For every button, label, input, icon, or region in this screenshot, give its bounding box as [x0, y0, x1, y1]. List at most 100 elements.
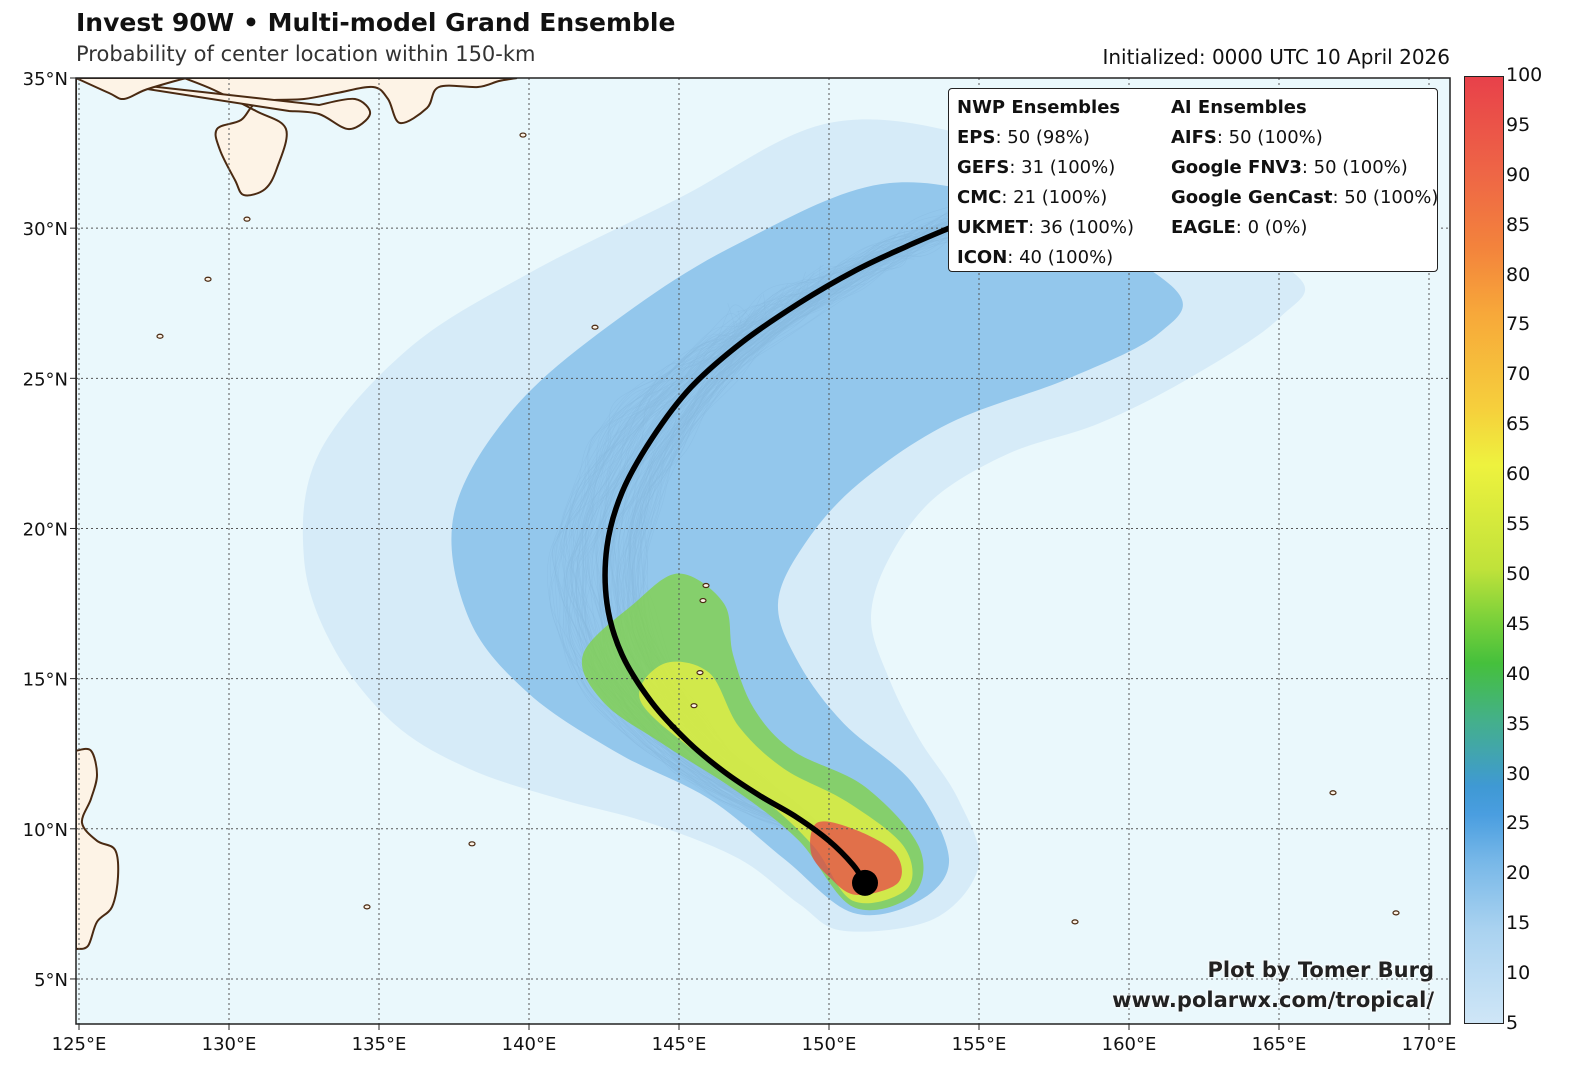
colorbar-tick-label: 35	[1506, 712, 1531, 735]
lon-tick-label: 150°E	[802, 1034, 857, 1055]
ensemble-mean-track	[602, 225, 952, 886]
probability-band-90	[810, 821, 902, 896]
colorbar-tick-label: 50	[1506, 562, 1531, 585]
small-islands	[55, 132, 1400, 925]
model-name: Google GenCast	[1171, 187, 1333, 208]
lon-tick-label: 160°E	[1102, 1034, 1157, 1055]
model-name: AIFS	[1171, 127, 1217, 148]
lat-tick-label: 10°N	[23, 820, 68, 841]
colorbar-tick-label: 70	[1506, 363, 1531, 386]
model-name: GEFS	[957, 157, 1010, 178]
lon-tick-label: 140°E	[502, 1034, 557, 1055]
lat-tick-label: 25°N	[23, 369, 68, 390]
island	[702, 582, 710, 589]
model-count: : 31 (100%)	[1009, 157, 1116, 178]
legend-row-gefs: GEFS: 31 (100%)	[957, 153, 1134, 183]
probability-shading	[302, 119, 1306, 932]
colorbar-tick-label: 75	[1506, 313, 1531, 336]
island	[1071, 919, 1079, 925]
model-count: : 50 (100%)	[1301, 157, 1408, 178]
island	[1329, 790, 1337, 796]
lat-tick-label: 30°N	[23, 219, 68, 240]
colorbar-tick-label: 65	[1506, 413, 1531, 436]
lat-tick-label: 35°N	[23, 69, 68, 90]
lat-tick-label: 5°N	[34, 970, 68, 991]
ai-ensembles-column: AI Ensembles AIFS: 50 (100%) Google FNV3…	[1171, 93, 1438, 243]
colorbar-tick-label: 100	[1506, 64, 1543, 86]
model-name: EAGLE	[1171, 217, 1236, 238]
island	[696, 670, 704, 676]
colorbar-tick-label: 55	[1506, 513, 1531, 536]
island	[363, 904, 371, 910]
legend-row-eps: EPS: 50 (98%)	[957, 123, 1134, 153]
colorbar	[1464, 76, 1504, 1024]
colorbar-tick-label: 10	[1506, 962, 1531, 985]
colorbar-tick-label: 85	[1506, 213, 1531, 236]
model-name: EPS	[957, 127, 996, 148]
island	[243, 216, 251, 222]
colorbar-tick-label: 25	[1506, 812, 1531, 835]
colorbar-tick-label: 30	[1506, 762, 1531, 785]
colorbar-tick-label: 95	[1506, 113, 1531, 136]
lon-tick-label: 170°E	[1402, 1034, 1457, 1055]
model-count: : 50 (98%)	[995, 127, 1090, 148]
island	[156, 333, 164, 339]
initial-position-marker	[852, 869, 878, 896]
island	[699, 597, 707, 604]
legend-row-icon: ICON: 40 (100%)	[957, 243, 1134, 273]
colorbar-tick-label: 90	[1506, 163, 1531, 186]
lon-tick-label: 145°E	[652, 1034, 707, 1055]
model-legend: NWP Ensembles EPS: 50 (98%) GEFS: 31 (10…	[948, 88, 1438, 272]
lon-tick-label: 165°E	[1252, 1034, 1307, 1055]
legend-row-eagle: EAGLE: 0 (0%)	[1171, 213, 1438, 243]
model-count: : 0 (0%)	[1235, 217, 1308, 238]
land-layer	[76, 78, 518, 950]
model-count: : 36 (100%)	[1028, 217, 1134, 238]
land-0	[76, 78, 518, 197]
lat-tick-label: 15°N	[23, 670, 68, 691]
lon-tick-label: 130°E	[202, 1034, 257, 1055]
model-name: CMC	[957, 187, 1002, 208]
initialized-time: Initialized: 0000 UTC 10 April 2026	[1102, 45, 1450, 69]
island	[690, 703, 698, 709]
colorbar-tick-label: 15	[1506, 912, 1531, 935]
model-count: : 50 (100%)	[1216, 127, 1323, 148]
axis-labels: 125°E 130°E 135°E 140°E 145°E 150°E 155°E 160°E…	[23, 69, 1457, 1055]
credit-author: Plot by Tomer Burg	[1207, 958, 1435, 982]
land-2	[76, 78, 188, 101]
island	[204, 276, 212, 282]
lon-tick-label: 135°E	[352, 1034, 407, 1055]
lon-tick-label: 155°E	[952, 1034, 1007, 1055]
chart-title: Invest 90W • Multi-model Grand Ensemble	[76, 8, 676, 37]
colorbar-tick-label: 5	[1506, 1012, 1519, 1034]
legend-row-ukmet: UKMET: 36 (100%)	[957, 213, 1134, 243]
legend-row-cmc: CMC: 21 (100%)	[957, 183, 1134, 213]
credit-url: www.polarwx.com/tropical/	[1112, 988, 1434, 1012]
island	[1392, 910, 1400, 916]
ai-header: AI Ensembles	[1171, 97, 1307, 118]
colorbar-tick-label: 80	[1506, 263, 1531, 286]
nwp-header: NWP Ensembles	[957, 97, 1121, 118]
colorbar-tick-label: 45	[1506, 612, 1531, 635]
island	[468, 841, 476, 847]
land-1	[76, 78, 372, 131]
colorbar-tick-label: 20	[1506, 862, 1531, 885]
island	[591, 324, 599, 330]
lat-tick-label: 20°N	[23, 519, 68, 540]
land-3	[76, 78, 120, 950]
model-name: UKMET	[957, 217, 1029, 238]
island	[519, 132, 527, 138]
colorbar-tick-label: 40	[1506, 662, 1531, 685]
legend-row-google-fnv3: Google FNV3: 50 (100%)	[1171, 153, 1438, 183]
chart-subtitle: Probability of center location within 15…	[76, 42, 536, 66]
model-count: : 21 (100%)	[1001, 187, 1108, 208]
probability-band-20	[451, 182, 1183, 916]
nwp-ensembles-column: NWP Ensembles EPS: 50 (98%) GEFS: 31 (10…	[957, 93, 1134, 273]
legend-row-aifs: AIFS: 50 (100%)	[1171, 123, 1438, 153]
model-name: Google FNV3	[1171, 157, 1302, 178]
legend-row-google-gencast: Google GenCast: 50 (100%)	[1171, 183, 1438, 213]
island	[55, 391, 61, 395]
model-count: : 50 (100%)	[1332, 187, 1439, 208]
map-frame	[75, 77, 1451, 1025]
colorbar-tick-label: 60	[1506, 463, 1531, 486]
